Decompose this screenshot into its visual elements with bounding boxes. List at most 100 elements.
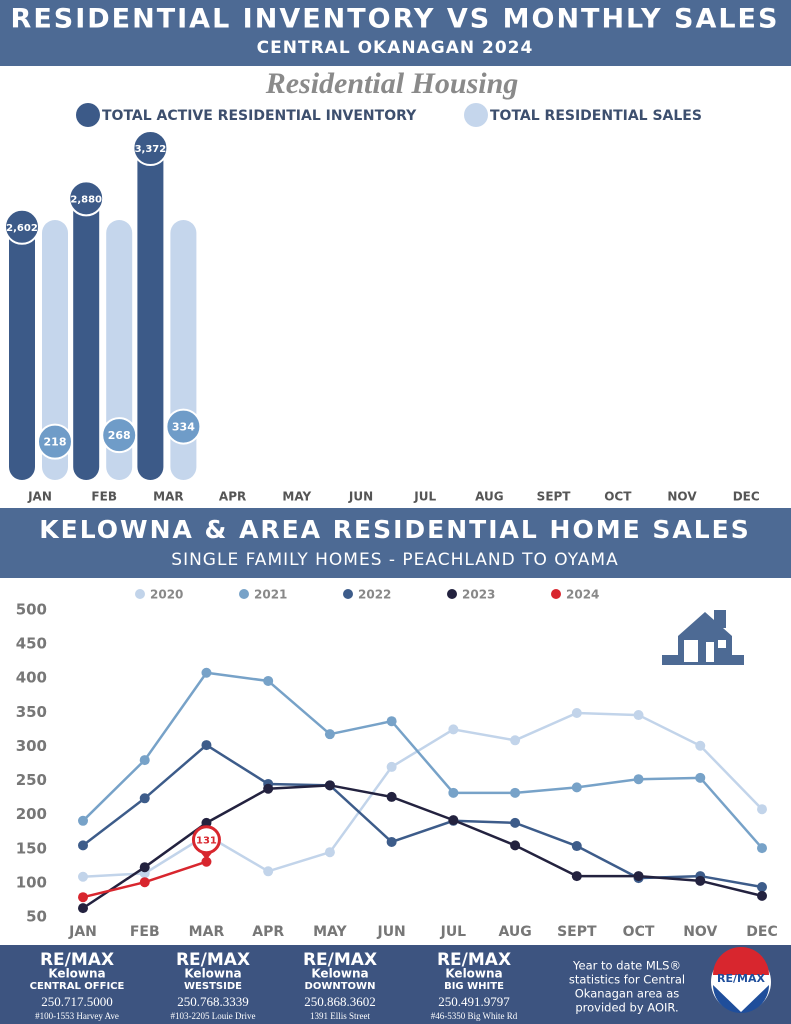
value-label-bg xyxy=(191,825,221,855)
legend-label: 2023 xyxy=(462,588,495,602)
x-tick-label: MAY xyxy=(282,490,311,504)
point xyxy=(510,840,521,851)
legend-swatch xyxy=(464,103,488,127)
office-phone: 250.768.3339 xyxy=(177,994,249,1009)
point xyxy=(263,675,274,686)
point xyxy=(757,843,767,854)
y-tick-label: 50 xyxy=(26,908,47,926)
point xyxy=(386,716,397,727)
x-tick-label: NOV xyxy=(667,490,697,504)
point xyxy=(757,881,767,892)
office-phone: 250.868.3602 xyxy=(304,994,376,1009)
office-city: Kelowna xyxy=(48,967,105,981)
x-tick-label: MAR xyxy=(189,924,225,940)
value-label: 334 xyxy=(172,421,195,434)
x-tick-label: FEB xyxy=(130,924,160,940)
y-tick-label: 500 xyxy=(16,601,47,619)
logo-text: RE/MAX xyxy=(717,972,765,985)
point xyxy=(571,871,582,882)
office-city: Kelowna xyxy=(184,967,241,981)
x-tick-label: OCT xyxy=(604,490,632,504)
point xyxy=(201,740,212,751)
y-tick-label: 250 xyxy=(16,771,47,789)
legend-label: TOTAL RESIDENTIAL SALES xyxy=(490,108,702,124)
legend-label: 2020 xyxy=(150,588,183,602)
section-subtitle: SINGLE FAMILY HOMES - PEACHLAND TO OYAMA xyxy=(171,550,618,570)
office-name: WESTSIDE xyxy=(184,981,242,992)
x-tick-label: MAR xyxy=(153,490,183,504)
footer-banner xyxy=(0,945,791,1024)
point xyxy=(448,724,459,735)
point xyxy=(386,791,397,802)
value-label-bg xyxy=(132,130,169,166)
value-label: 218 xyxy=(44,436,67,449)
value-label-bg xyxy=(4,208,40,245)
legend-swatch xyxy=(76,103,100,127)
x-tick-label: JUN xyxy=(376,924,405,940)
y-tick-label: 350 xyxy=(16,703,47,721)
y-tick-label: 450 xyxy=(16,635,47,653)
point xyxy=(78,815,88,826)
x-tick-label: JUL xyxy=(440,924,467,940)
legend-label: 2022 xyxy=(358,588,391,602)
office-address: #100-1553 Harvey Ave xyxy=(35,1011,119,1021)
value-label: 268 xyxy=(108,429,131,442)
legend-swatch xyxy=(343,589,353,599)
footer-note: Okanagan area as xyxy=(575,987,680,1001)
house-icon xyxy=(662,610,744,665)
point xyxy=(386,836,397,847)
point xyxy=(695,875,706,886)
office-city: Kelowna xyxy=(311,967,368,981)
x-tick-label: SEPT xyxy=(537,490,572,504)
office-address: #46-5350 Big White Rd xyxy=(431,1011,518,1021)
section-banner xyxy=(0,508,791,578)
logo: RE/MAX xyxy=(711,947,771,1013)
x-tick-label: MAY xyxy=(313,924,347,940)
office-phone: 250.717.5000 xyxy=(41,994,113,1009)
office-name: CENTRAL OFFICE xyxy=(30,981,125,992)
y-tick-label: 400 xyxy=(16,669,47,687)
point xyxy=(139,755,150,766)
point xyxy=(263,783,274,794)
bar xyxy=(137,135,164,480)
point xyxy=(757,804,767,815)
bar-point xyxy=(165,408,202,445)
office-phone: 250.491.9797 xyxy=(438,994,510,1009)
value-label: 2,880 xyxy=(70,194,102,205)
office-brand: RE/MAX xyxy=(40,950,114,970)
legend-label: 2021 xyxy=(254,588,287,602)
point xyxy=(139,862,150,873)
point xyxy=(139,877,150,888)
x-tick-label: NOV xyxy=(683,924,717,940)
point xyxy=(78,840,88,851)
legend-swatch xyxy=(135,589,145,599)
point xyxy=(448,787,459,798)
point xyxy=(201,817,212,828)
office-name: BIG WHITE xyxy=(444,981,504,992)
y-tick-label: 200 xyxy=(16,805,47,823)
point xyxy=(201,667,212,678)
point xyxy=(324,729,335,740)
section-title: KELOWNA & AREA RESIDENTIAL HOME SALES xyxy=(39,515,750,544)
legend-label: TOTAL ACTIVE RESIDENTIAL INVENTORY xyxy=(102,108,417,124)
footer-note: provided by AOIR. xyxy=(575,1001,678,1015)
bar-track xyxy=(106,220,133,480)
office-address: 1391 Ellis Street xyxy=(310,1011,370,1021)
office-city: Kelowna xyxy=(445,967,502,981)
value-label: 131 xyxy=(196,836,217,847)
bar xyxy=(9,213,35,481)
point xyxy=(78,903,88,914)
office-brand: RE/MAX xyxy=(437,950,511,970)
office-brand: RE/MAX xyxy=(303,950,377,970)
point xyxy=(324,780,335,791)
x-tick-label: DEC xyxy=(746,924,777,940)
x-tick-label: JUN xyxy=(348,490,373,504)
y-tick-label: 100 xyxy=(16,873,47,891)
point xyxy=(757,890,767,901)
office-address: #103-2205 Louie Drive xyxy=(171,1011,256,1021)
value-label: 2,602 xyxy=(6,223,38,234)
x-tick-label: FEB xyxy=(91,490,117,504)
x-tick-label: AUG xyxy=(475,490,504,504)
x-tick-label: AUG xyxy=(498,924,531,940)
line xyxy=(82,671,763,849)
